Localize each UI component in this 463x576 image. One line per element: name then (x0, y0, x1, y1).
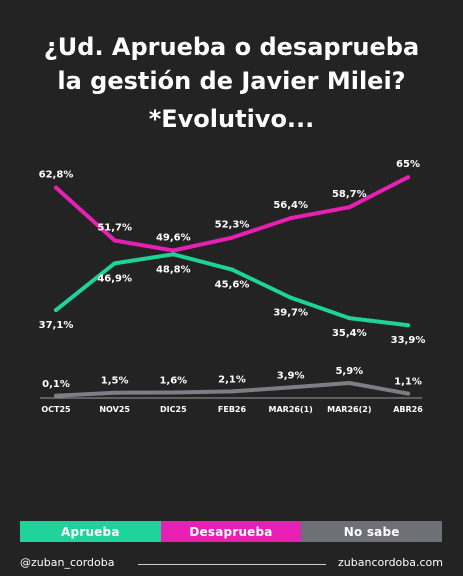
no-sabe-point (54, 393, 58, 398)
desaprueba-point (171, 248, 176, 253)
desaprueba-point (54, 185, 58, 190)
no-sabe-data-label: 1,5% (101, 376, 129, 387)
aprueba-point (288, 295, 293, 300)
legend: Aprueba Desaprueba No sabe (20, 521, 443, 542)
aprueba-point (406, 323, 410, 328)
desaprueba-data-label: 58,7% (332, 189, 367, 200)
x-tick-label: FEB26 (218, 405, 247, 414)
no-sabe-data-label: 1,6% (159, 375, 187, 386)
x-tick-label: NOV25 (99, 405, 130, 414)
no-sabe-point (112, 390, 117, 395)
legend-aprueba: Aprueba (20, 521, 161, 542)
desaprueba-point (347, 205, 352, 210)
desaprueba-data-label: 65% (396, 159, 420, 170)
title-line-2: la gestión de Javier Milei? (57, 67, 406, 95)
desaprueba-data-label: 51,7% (97, 223, 132, 234)
desaprueba-data-label: 62,8% (39, 170, 74, 181)
aprueba-data-label: 48,8% (156, 264, 191, 275)
aprueba-data-label: 33,9% (391, 335, 426, 346)
desaprueba-point (406, 175, 410, 180)
legend-desaprueba: Desaprueba (160, 521, 302, 542)
aprueba-data-label: 46,9% (97, 273, 132, 284)
footer-website: zubancordoba.com (338, 556, 443, 569)
aprueba-point (347, 316, 352, 321)
aprueba-point (171, 252, 176, 257)
aprueba-data-label: 45,6% (215, 280, 250, 291)
line-chart: 62,8% 51,7% 49,6% 52,3% 56,4% 58,7% 65% 37,1% 46… (39, 159, 426, 414)
no-sabe-point (230, 389, 234, 394)
no-sabe-data-label: 3,9% (277, 370, 305, 381)
aprueba-data-label: 39,7% (273, 308, 308, 319)
x-tick-label: OCT25 (41, 405, 71, 414)
desaprueba-data-label: 56,4% (273, 200, 308, 211)
desaprueba-point (112, 238, 117, 243)
chart-title: ¿Ud. Aprueba o desaprueba la gestión de … (0, 30, 463, 98)
aprueba-point (112, 261, 117, 266)
no-sabe-data-label: 2,1% (218, 374, 246, 385)
title-line-1: ¿Ud. Aprueba o desaprueba (43, 33, 420, 61)
x-tick-label: DIC25 (160, 405, 187, 414)
aprueba-data-label: 35,4% (332, 328, 367, 339)
x-tick-label: ABR26 (393, 405, 423, 414)
desaprueba-data-label: 52,3% (215, 220, 250, 231)
no-sabe-point (288, 385, 293, 390)
no-sabe-point (406, 391, 410, 396)
aprueba-data-label: 37,1% (39, 320, 74, 331)
footer-handle: @zuban_cordoba (20, 556, 115, 569)
no-sabe-point (171, 390, 176, 395)
desaprueba-data-label: 49,6% (156, 233, 191, 244)
aprueba-point (54, 308, 58, 313)
no-sabe-data-label: 5,9% (335, 366, 363, 377)
no-sabe-data-label: 0,1% (42, 379, 70, 390)
no-sabe-point (347, 381, 352, 386)
chart-subtitle: *Evolutivo... (148, 105, 315, 133)
desaprueba-point (230, 235, 234, 240)
aprueba-point (230, 267, 234, 272)
x-tick-label: MAR26(1) (269, 405, 313, 414)
footer-divider (138, 564, 326, 565)
x-tick-label: MAR26(2) (327, 405, 371, 414)
no-sabe-data-label: 1,1% (394, 377, 422, 388)
desaprueba-point (288, 216, 293, 221)
legend-no-sabe: No sabe (301, 521, 443, 542)
